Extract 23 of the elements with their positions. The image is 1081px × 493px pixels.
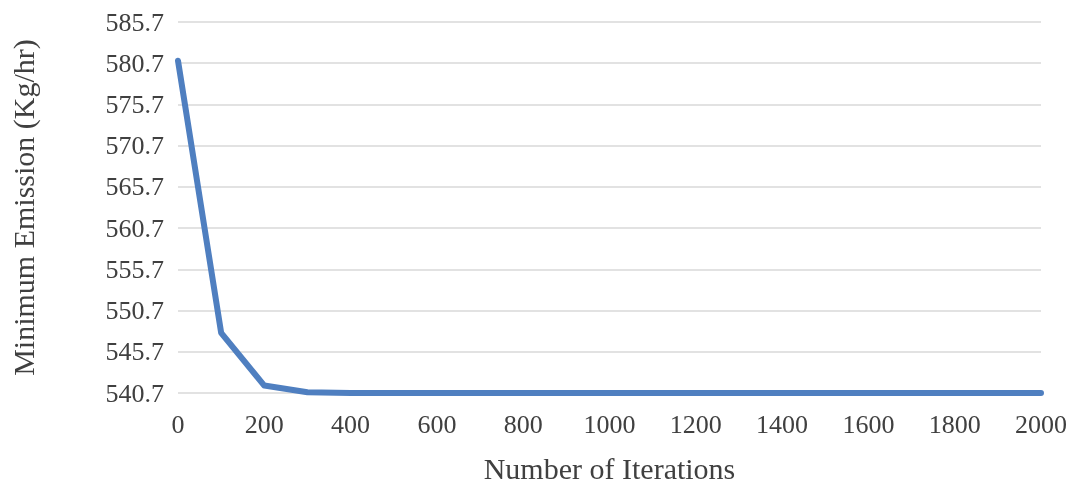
x-tick-label: 1600 [842, 409, 895, 439]
y-tick-label: 550.7 [105, 296, 164, 326]
x-tick-label: 600 [417, 409, 457, 439]
x-axis-title: Number of Iterations [483, 451, 736, 485]
y-tick-label: 575.7 [105, 89, 164, 119]
y-tick-label: 570.7 [105, 131, 164, 161]
y-axis-title: Minimum Emission (Kg/hr) [6, 39, 41, 376]
x-tick-label: 1800 [928, 409, 981, 439]
y-tick-label: 545.7 [105, 337, 164, 367]
x-tick-label: 1200 [669, 409, 722, 439]
x-tick-label: 400 [331, 409, 371, 439]
y-tick-label: 580.7 [105, 48, 164, 78]
x-tick-label: 1400 [756, 409, 809, 439]
x-tick-label: 800 [503, 409, 543, 439]
y-tick-label: 585.7 [105, 7, 164, 37]
x-tick-label: 2000 [1015, 409, 1067, 439]
y-tick-label: 565.7 [105, 172, 164, 202]
x-tick-label: 200 [244, 409, 284, 439]
y-tick-label: 540.7 [105, 378, 164, 408]
y-tick-label: 555.7 [105, 254, 164, 284]
x-tick-label: 0 [171, 409, 185, 439]
x-tick-label: 1000 [583, 409, 636, 439]
y-tick-label: 560.7 [105, 213, 164, 243]
